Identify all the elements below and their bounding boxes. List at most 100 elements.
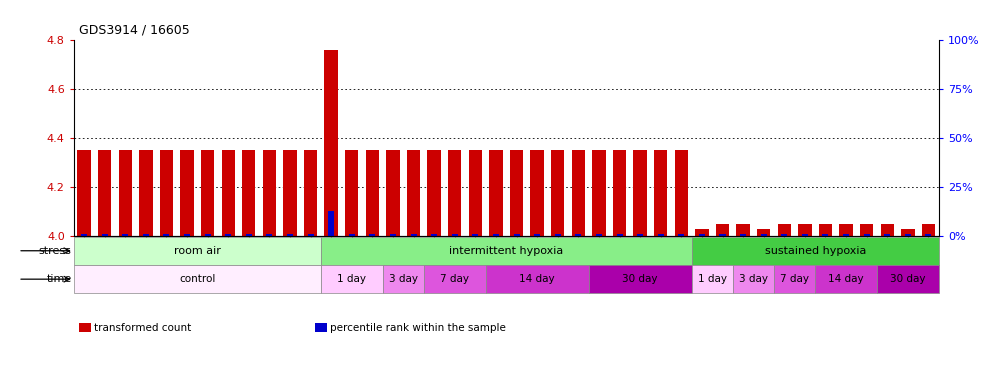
Text: room air: room air bbox=[174, 246, 221, 256]
Bar bbox=[674, 151, 688, 236]
Bar bbox=[320, 265, 382, 293]
Bar bbox=[81, 234, 87, 236]
Bar bbox=[390, 234, 396, 236]
Bar bbox=[572, 151, 585, 236]
Bar bbox=[308, 234, 314, 236]
Text: 30 day: 30 day bbox=[622, 274, 658, 284]
Bar bbox=[815, 265, 877, 293]
Bar bbox=[819, 224, 833, 236]
Bar bbox=[510, 151, 523, 236]
Bar bbox=[616, 234, 622, 236]
Bar bbox=[596, 234, 602, 236]
Bar bbox=[469, 151, 482, 236]
Bar bbox=[802, 234, 808, 236]
Text: intermittent hypoxia: intermittent hypoxia bbox=[449, 246, 563, 256]
Bar bbox=[221, 151, 235, 236]
Bar bbox=[720, 234, 725, 236]
Text: sustained hypoxia: sustained hypoxia bbox=[765, 246, 866, 256]
Bar bbox=[658, 234, 664, 236]
Bar bbox=[592, 151, 606, 236]
Bar bbox=[424, 265, 486, 293]
Text: stress: stress bbox=[39, 246, 72, 256]
Text: transformed count: transformed count bbox=[94, 323, 192, 333]
Bar bbox=[473, 234, 479, 236]
Bar bbox=[736, 224, 750, 236]
Bar bbox=[370, 234, 376, 236]
Bar bbox=[534, 234, 540, 236]
Bar bbox=[78, 151, 90, 236]
Bar bbox=[864, 234, 870, 236]
Text: time: time bbox=[46, 274, 72, 284]
Bar bbox=[159, 151, 173, 236]
Bar bbox=[757, 229, 771, 236]
Bar bbox=[283, 151, 297, 236]
Text: percentile rank within the sample: percentile rank within the sample bbox=[330, 323, 506, 333]
Bar bbox=[143, 234, 148, 236]
Bar bbox=[74, 237, 320, 265]
Bar bbox=[513, 234, 520, 236]
Bar bbox=[184, 234, 190, 236]
Bar bbox=[490, 151, 502, 236]
Bar bbox=[699, 234, 705, 236]
Bar bbox=[452, 234, 458, 236]
Bar bbox=[163, 234, 169, 236]
Bar bbox=[328, 211, 334, 236]
Bar bbox=[119, 151, 132, 236]
Bar bbox=[201, 151, 214, 236]
Bar bbox=[304, 151, 318, 236]
Bar bbox=[781, 234, 787, 236]
Bar bbox=[575, 234, 581, 236]
Bar bbox=[678, 234, 684, 236]
Text: 14 day: 14 day bbox=[519, 274, 555, 284]
Bar bbox=[287, 234, 293, 236]
Bar bbox=[407, 151, 421, 236]
Bar bbox=[98, 151, 111, 236]
Text: 30 day: 30 day bbox=[891, 274, 926, 284]
Bar bbox=[922, 224, 935, 236]
Bar bbox=[589, 265, 692, 293]
Bar bbox=[448, 151, 461, 236]
Bar bbox=[345, 151, 359, 236]
Bar bbox=[839, 224, 853, 236]
Text: 3 day: 3 day bbox=[388, 274, 418, 284]
Bar bbox=[101, 234, 107, 236]
Bar bbox=[798, 224, 812, 236]
Bar bbox=[262, 151, 276, 236]
Bar bbox=[382, 265, 424, 293]
Bar bbox=[74, 265, 320, 293]
Bar bbox=[180, 151, 194, 236]
Text: control: control bbox=[179, 274, 215, 284]
Bar bbox=[774, 265, 815, 293]
Bar bbox=[633, 151, 647, 236]
Text: 1 day: 1 day bbox=[698, 274, 726, 284]
Bar bbox=[778, 224, 791, 236]
Bar bbox=[761, 234, 767, 236]
Bar bbox=[246, 234, 252, 236]
Bar bbox=[692, 237, 939, 265]
Bar bbox=[732, 265, 774, 293]
Bar bbox=[740, 234, 746, 236]
Bar bbox=[225, 234, 231, 236]
Bar bbox=[324, 50, 338, 236]
Bar bbox=[551, 151, 564, 236]
Bar bbox=[905, 234, 911, 236]
Bar bbox=[531, 151, 544, 236]
Bar bbox=[885, 234, 891, 236]
Bar bbox=[266, 234, 272, 236]
Text: 7 day: 7 day bbox=[440, 274, 469, 284]
Bar bbox=[554, 234, 560, 236]
Bar bbox=[492, 234, 499, 236]
Bar bbox=[843, 234, 849, 236]
Bar bbox=[925, 234, 932, 236]
Bar bbox=[122, 234, 128, 236]
Bar bbox=[432, 234, 437, 236]
Bar bbox=[486, 265, 589, 293]
Text: 7 day: 7 day bbox=[781, 274, 809, 284]
Bar bbox=[901, 229, 914, 236]
Bar bbox=[204, 234, 210, 236]
Bar bbox=[612, 151, 626, 236]
Bar bbox=[881, 224, 894, 236]
Bar bbox=[411, 234, 417, 236]
Bar bbox=[386, 151, 400, 236]
Bar bbox=[366, 151, 379, 236]
